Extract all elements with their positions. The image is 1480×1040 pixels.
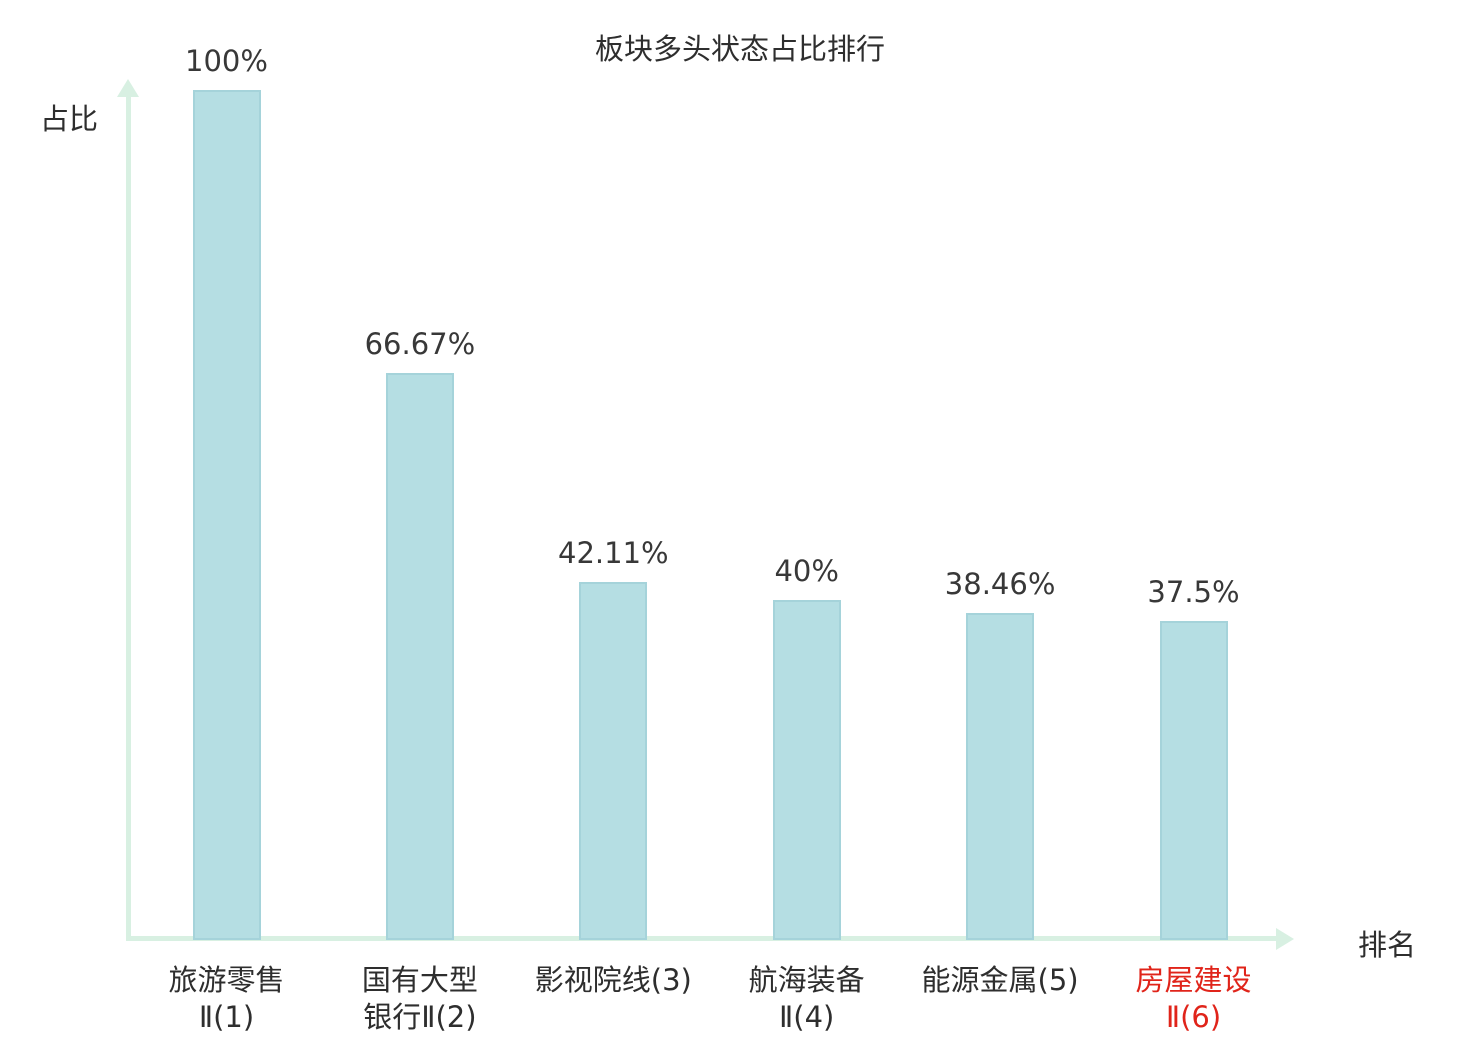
bar-value-label-1: 100%: [185, 44, 268, 78]
bar-2: [385, 373, 454, 940]
category-label-1: 旅游零售 Ⅱ(1): [168, 963, 285, 1034]
y-axis: [126, 96, 131, 941]
category-label-2: 国有大型 银行Ⅱ(2): [361, 963, 478, 1034]
bar-value-label-6: 37.5%: [1147, 575, 1240, 610]
chart-title: 板块多头状态占比排行: [594, 32, 885, 66]
bar-5: [966, 613, 1035, 940]
category-label-5: 能源金属(5): [921, 963, 1079, 997]
category-label-3: 影视院线(3): [534, 963, 692, 997]
bar-1: [192, 90, 261, 940]
bar-4: [772, 600, 841, 940]
y-axis-label: 占比: [40, 102, 99, 136]
bar-3: [579, 582, 648, 940]
bar-value-label-5: 38.46%: [944, 567, 1056, 602]
category-label-6: 房屋建设 Ⅱ(6): [1135, 963, 1252, 1034]
bar-6: [1159, 621, 1228, 940]
bar-value-label-2: 66.67%: [364, 327, 476, 362]
bar-value-label-3: 42.11%: [558, 536, 669, 571]
x-axis-label: 排名: [1358, 928, 1417, 962]
y-axis-arrow-icon: [117, 79, 139, 97]
x-axis: [126, 936, 1278, 941]
x-axis-arrow-icon: [1276, 927, 1294, 950]
category-label-4: 航海装备 Ⅱ(4): [748, 963, 865, 1034]
bar-value-label-4: 40%: [774, 554, 839, 588]
